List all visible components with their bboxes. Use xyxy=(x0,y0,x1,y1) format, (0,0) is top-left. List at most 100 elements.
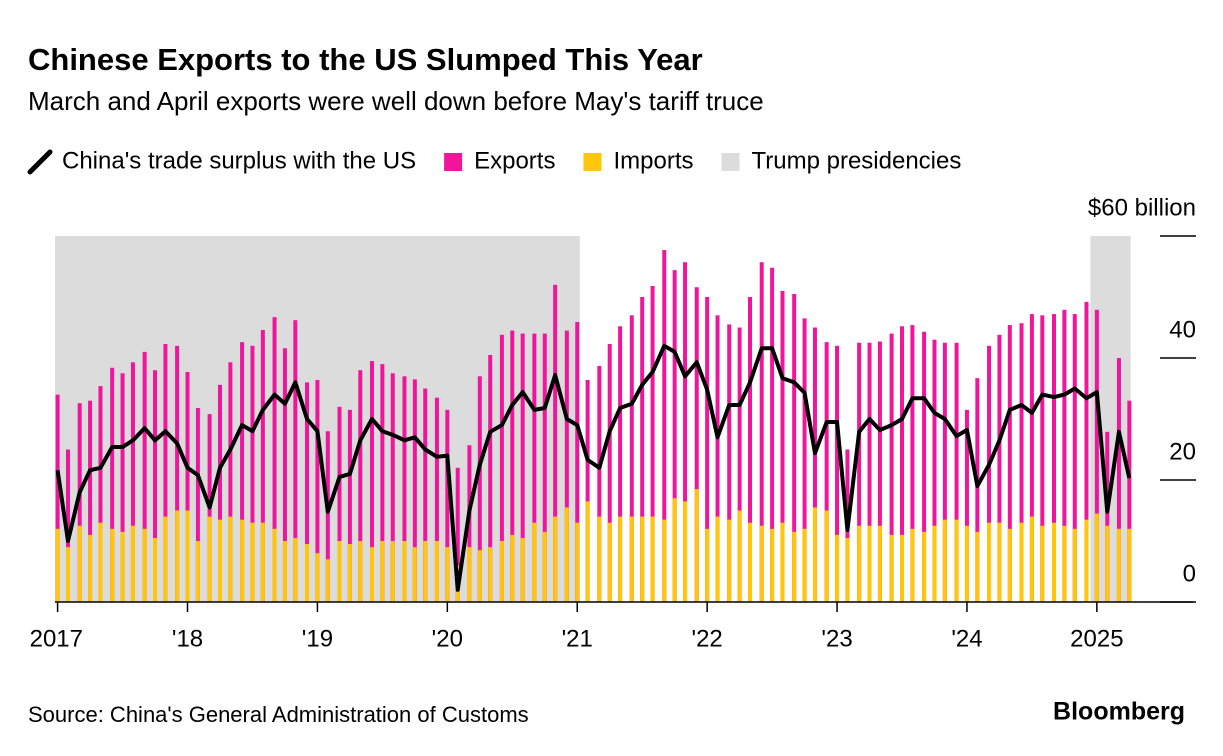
bar xyxy=(942,519,947,602)
bar xyxy=(488,547,493,602)
bar xyxy=(694,287,699,602)
y-tick-label: 40 xyxy=(1169,316,1196,343)
bar xyxy=(597,516,602,602)
bar xyxy=(824,510,829,602)
bar xyxy=(1127,528,1132,602)
bar xyxy=(337,541,342,602)
bar xyxy=(325,559,330,602)
bar xyxy=(889,534,894,602)
bar xyxy=(1094,513,1099,602)
bar xyxy=(1029,516,1034,602)
bar xyxy=(585,501,590,602)
bar xyxy=(402,376,407,602)
bar xyxy=(185,372,190,602)
bar xyxy=(857,525,862,602)
bar xyxy=(337,406,342,602)
x-tick-label: '21 xyxy=(562,625,593,652)
bar xyxy=(954,342,959,602)
bar xyxy=(792,293,797,602)
bar xyxy=(650,286,655,602)
bar xyxy=(1116,358,1121,602)
bar xyxy=(1019,323,1024,602)
bar xyxy=(325,431,330,602)
x-tick-label: 2017 xyxy=(30,625,83,652)
bar xyxy=(900,326,905,602)
bar xyxy=(120,531,125,602)
bar xyxy=(445,409,450,602)
bar xyxy=(662,250,667,602)
bar xyxy=(358,370,363,602)
bar xyxy=(997,522,1002,602)
bar xyxy=(705,528,710,602)
bar xyxy=(65,449,70,602)
bar xyxy=(88,400,93,602)
bar xyxy=(727,519,732,602)
legend-label: Imports xyxy=(613,147,693,174)
bar xyxy=(737,327,742,602)
bar xyxy=(1116,528,1121,602)
bar xyxy=(380,364,385,602)
bar xyxy=(737,510,742,602)
bar xyxy=(175,345,180,602)
y-tick-label: 0 xyxy=(1183,560,1196,587)
bar xyxy=(142,351,147,602)
bar xyxy=(423,541,428,602)
bar xyxy=(445,547,450,602)
bar xyxy=(877,341,882,602)
bar xyxy=(412,379,417,602)
bar xyxy=(1105,525,1110,602)
bar xyxy=(272,528,277,602)
bar xyxy=(975,531,980,602)
bar xyxy=(207,516,212,602)
bar xyxy=(77,525,82,602)
bar xyxy=(499,334,504,602)
bar xyxy=(1029,314,1034,602)
bar xyxy=(260,522,265,602)
bar xyxy=(305,544,310,602)
bar xyxy=(260,329,265,602)
bar xyxy=(759,525,764,602)
legend-swatch xyxy=(27,149,53,175)
bar xyxy=(477,376,482,602)
bar xyxy=(910,528,915,602)
bar xyxy=(1062,525,1067,602)
bar xyxy=(900,534,905,602)
bar xyxy=(499,541,504,602)
bar xyxy=(629,516,634,602)
bar xyxy=(1084,301,1089,602)
bar xyxy=(857,342,862,602)
x-tick-label: '23 xyxy=(821,625,852,652)
bar xyxy=(705,297,710,602)
bar xyxy=(662,519,667,602)
bar xyxy=(748,522,753,602)
bar xyxy=(153,537,158,602)
bar xyxy=(964,525,969,602)
bar xyxy=(55,528,60,602)
bar xyxy=(98,522,103,602)
bar xyxy=(553,516,558,602)
bar xyxy=(954,519,959,602)
bar xyxy=(240,342,245,602)
bar xyxy=(217,519,222,602)
bar xyxy=(553,284,558,602)
bar xyxy=(759,262,764,602)
bar xyxy=(217,384,222,602)
bar xyxy=(240,519,245,602)
bar xyxy=(88,534,93,602)
bar xyxy=(715,315,720,602)
bar xyxy=(1051,314,1056,602)
bar xyxy=(250,522,255,602)
bar xyxy=(575,322,580,602)
bar xyxy=(683,501,688,602)
bar xyxy=(369,361,374,602)
bar xyxy=(195,541,200,602)
x-tick-label: '20 xyxy=(432,625,463,652)
bar xyxy=(477,550,482,602)
bar xyxy=(1019,522,1024,602)
bar xyxy=(434,541,439,602)
bar xyxy=(455,467,460,602)
bar xyxy=(488,354,493,602)
bar xyxy=(402,541,407,602)
bar xyxy=(867,525,872,602)
bar xyxy=(715,516,720,602)
